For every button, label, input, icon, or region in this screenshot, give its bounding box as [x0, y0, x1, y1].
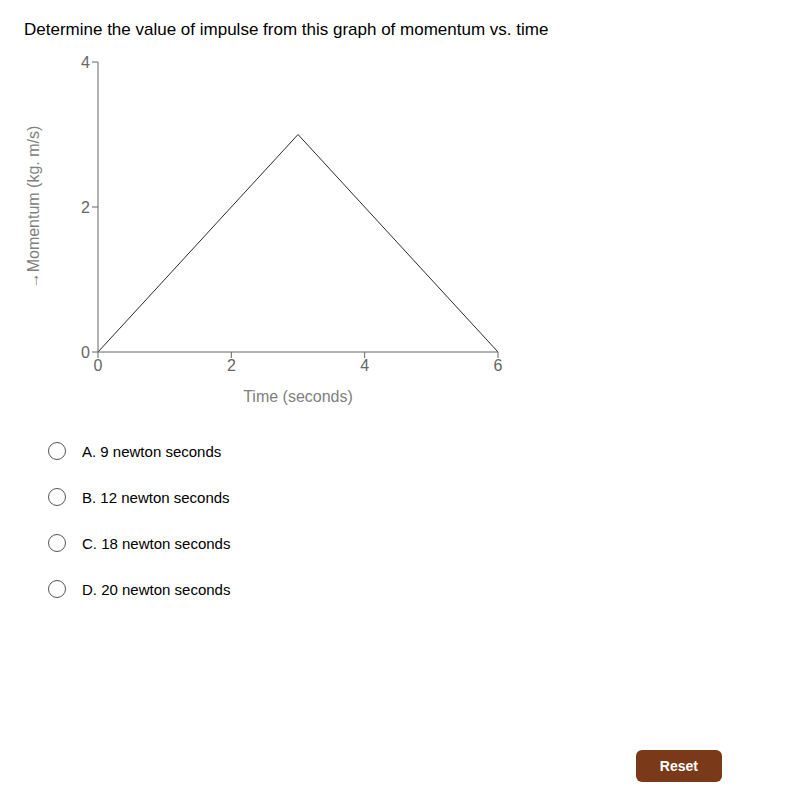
- svg-text:4: 4: [360, 357, 369, 374]
- svg-text:0: 0: [81, 344, 90, 361]
- html-text:Determine the value of impulse: Determine the value of impulse from this…: [24, 20, 549, 39]
- svg-text:0: 0: [94, 357, 103, 374]
- svg-text:Time (seconds): Time (seconds): [243, 388, 353, 405]
- html-text:C. 18 newton seconds: C. 18 newton seconds: [82, 534, 231, 552]
- html-text:A. 9 newton seconds: A. 9 newton seconds: [82, 442, 222, 460]
- svg-text:→Momentum (kg. m/s): →Momentum (kg. m/s): [25, 126, 42, 289]
- svg-text:2: 2: [227, 357, 236, 374]
- html-text:D. 20 newton seconds: D. 20 newton seconds: [82, 580, 231, 598]
- svg-text:6: 6: [494, 357, 503, 374]
- html-text:Reset: Reset: [659, 758, 698, 774]
- svg-text:4: 4: [81, 54, 90, 71]
- svg-text:2: 2: [81, 199, 90, 216]
- html-text:B. 12 newton seconds: B. 12 newton seconds: [82, 488, 230, 506]
